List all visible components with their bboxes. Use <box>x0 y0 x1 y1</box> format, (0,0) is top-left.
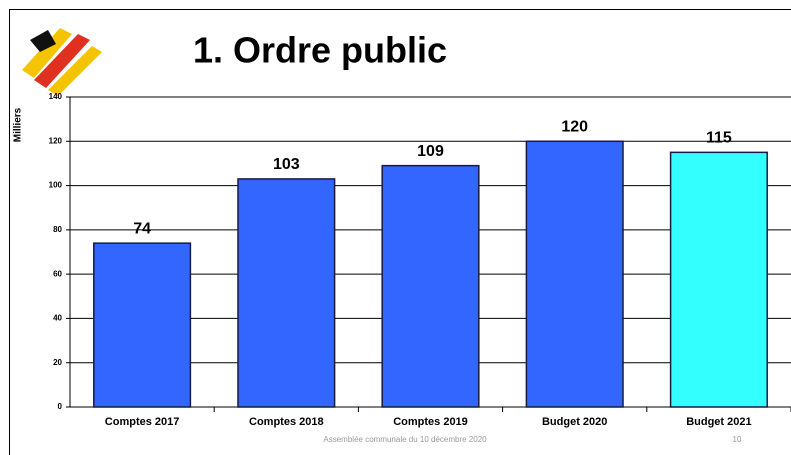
y-tick-label: 0 <box>58 402 63 411</box>
y-tick-label: 80 <box>53 225 62 234</box>
value-label: 74 <box>133 220 151 237</box>
y-tick-label: 140 <box>49 92 63 101</box>
x-tick-label: Comptes 2019 <box>393 416 468 428</box>
footer-text: Assemblée communale du 10 décembre 2020 <box>323 435 487 444</box>
value-label: 103 <box>273 156 300 173</box>
y-tick-label: 40 <box>53 314 62 323</box>
x-tick-label: Budget 2021 <box>686 416 751 428</box>
bar <box>381 164 480 408</box>
slide-frame <box>9 9 791 455</box>
value-label: 109 <box>417 143 444 160</box>
logo <box>22 28 102 96</box>
bar <box>669 151 768 408</box>
y-tick-label: 20 <box>53 358 62 367</box>
y-tick-label: 100 <box>49 181 63 190</box>
y-tick-label: 60 <box>53 269 62 278</box>
x-tick-label: Comptes 2017 <box>105 416 180 428</box>
bar <box>525 140 624 408</box>
y-tick-label: 120 <box>49 136 63 145</box>
y-axis-label: Milliers <box>13 107 24 142</box>
x-tick-label: Budget 2020 <box>542 416 607 428</box>
page-number: 10 <box>733 435 742 444</box>
x-tick-label: Comptes 2018 <box>249 416 324 428</box>
bar <box>93 242 192 408</box>
value-label: 120 <box>561 119 588 136</box>
value-label: 115 <box>706 130 732 147</box>
bar <box>237 178 336 408</box>
chart-title: 1. Ordre public <box>193 30 447 71</box>
